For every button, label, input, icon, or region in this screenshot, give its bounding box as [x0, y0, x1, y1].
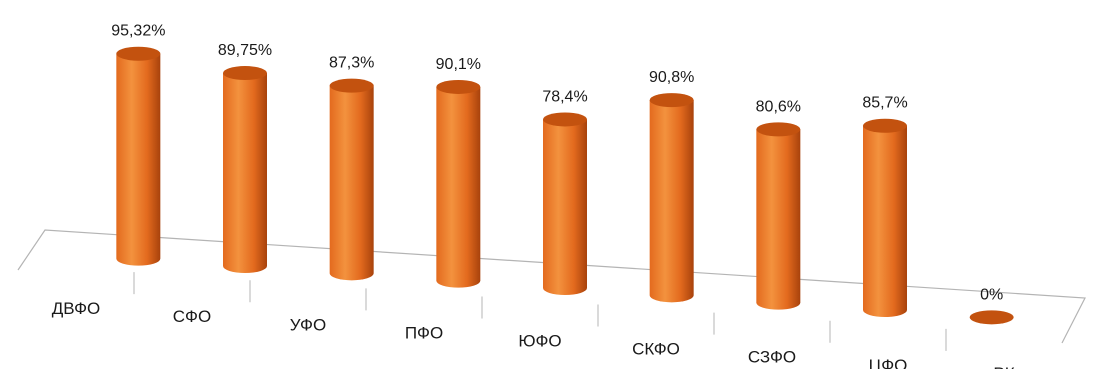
category-label: ПФО — [405, 323, 443, 342]
bars-group — [116, 46, 1014, 325]
bar-цфо — [863, 118, 907, 318]
bar-двфо — [116, 46, 161, 266]
bar-body — [223, 73, 267, 273]
category-label: СЗФО — [748, 348, 796, 367]
category-label: ЦФО — [869, 356, 908, 369]
bar-top — [436, 79, 481, 94]
category-label: ЮФО — [518, 332, 561, 351]
bar-body — [329, 85, 374, 281]
bar-рк — [969, 310, 1014, 325]
bar-top — [116, 46, 161, 61]
bar-top — [756, 122, 801, 137]
bar-body — [543, 119, 587, 295]
bar-пфо — [436, 79, 481, 288]
category-label: СФО — [173, 307, 211, 326]
bar-юфо — [543, 112, 587, 295]
category-label: УФО — [290, 315, 326, 334]
value-label: 85,7% — [862, 95, 907, 112]
bar-уфо — [329, 78, 374, 281]
value-label: 80,6% — [756, 98, 801, 115]
value-label: 89,75% — [218, 42, 272, 59]
bar-top — [649, 93, 694, 108]
category-label: ДВФО — [52, 299, 100, 318]
bar-скфо — [649, 93, 694, 303]
value-label: 90,1% — [436, 56, 481, 73]
bar-сфо — [223, 66, 267, 273]
value-label: 87,3% — [329, 55, 374, 72]
bar-body — [116, 53, 161, 266]
bar-top — [969, 310, 1014, 325]
labels-group: 95,32% ДВФО 89,75% СФО 87,3% УФО 90,1% ПФО 78,4%… — [52, 23, 1015, 369]
bar-top — [543, 112, 587, 127]
bar-body — [649, 100, 694, 303]
category-label: РК — [993, 364, 1014, 369]
bar-top — [329, 78, 374, 93]
value-label: 0% — [980, 286, 1003, 303]
bar-top — [223, 66, 267, 81]
bar-body — [756, 129, 801, 310]
bar-body — [436, 86, 481, 288]
bar-top — [863, 118, 907, 133]
bar-сзфо — [756, 122, 801, 310]
bar-body — [863, 125, 907, 318]
value-label: 95,32% — [111, 23, 165, 40]
value-label: 78,4% — [542, 88, 587, 105]
category-label: СКФО — [632, 340, 680, 359]
value-label: 90,8% — [649, 69, 694, 86]
